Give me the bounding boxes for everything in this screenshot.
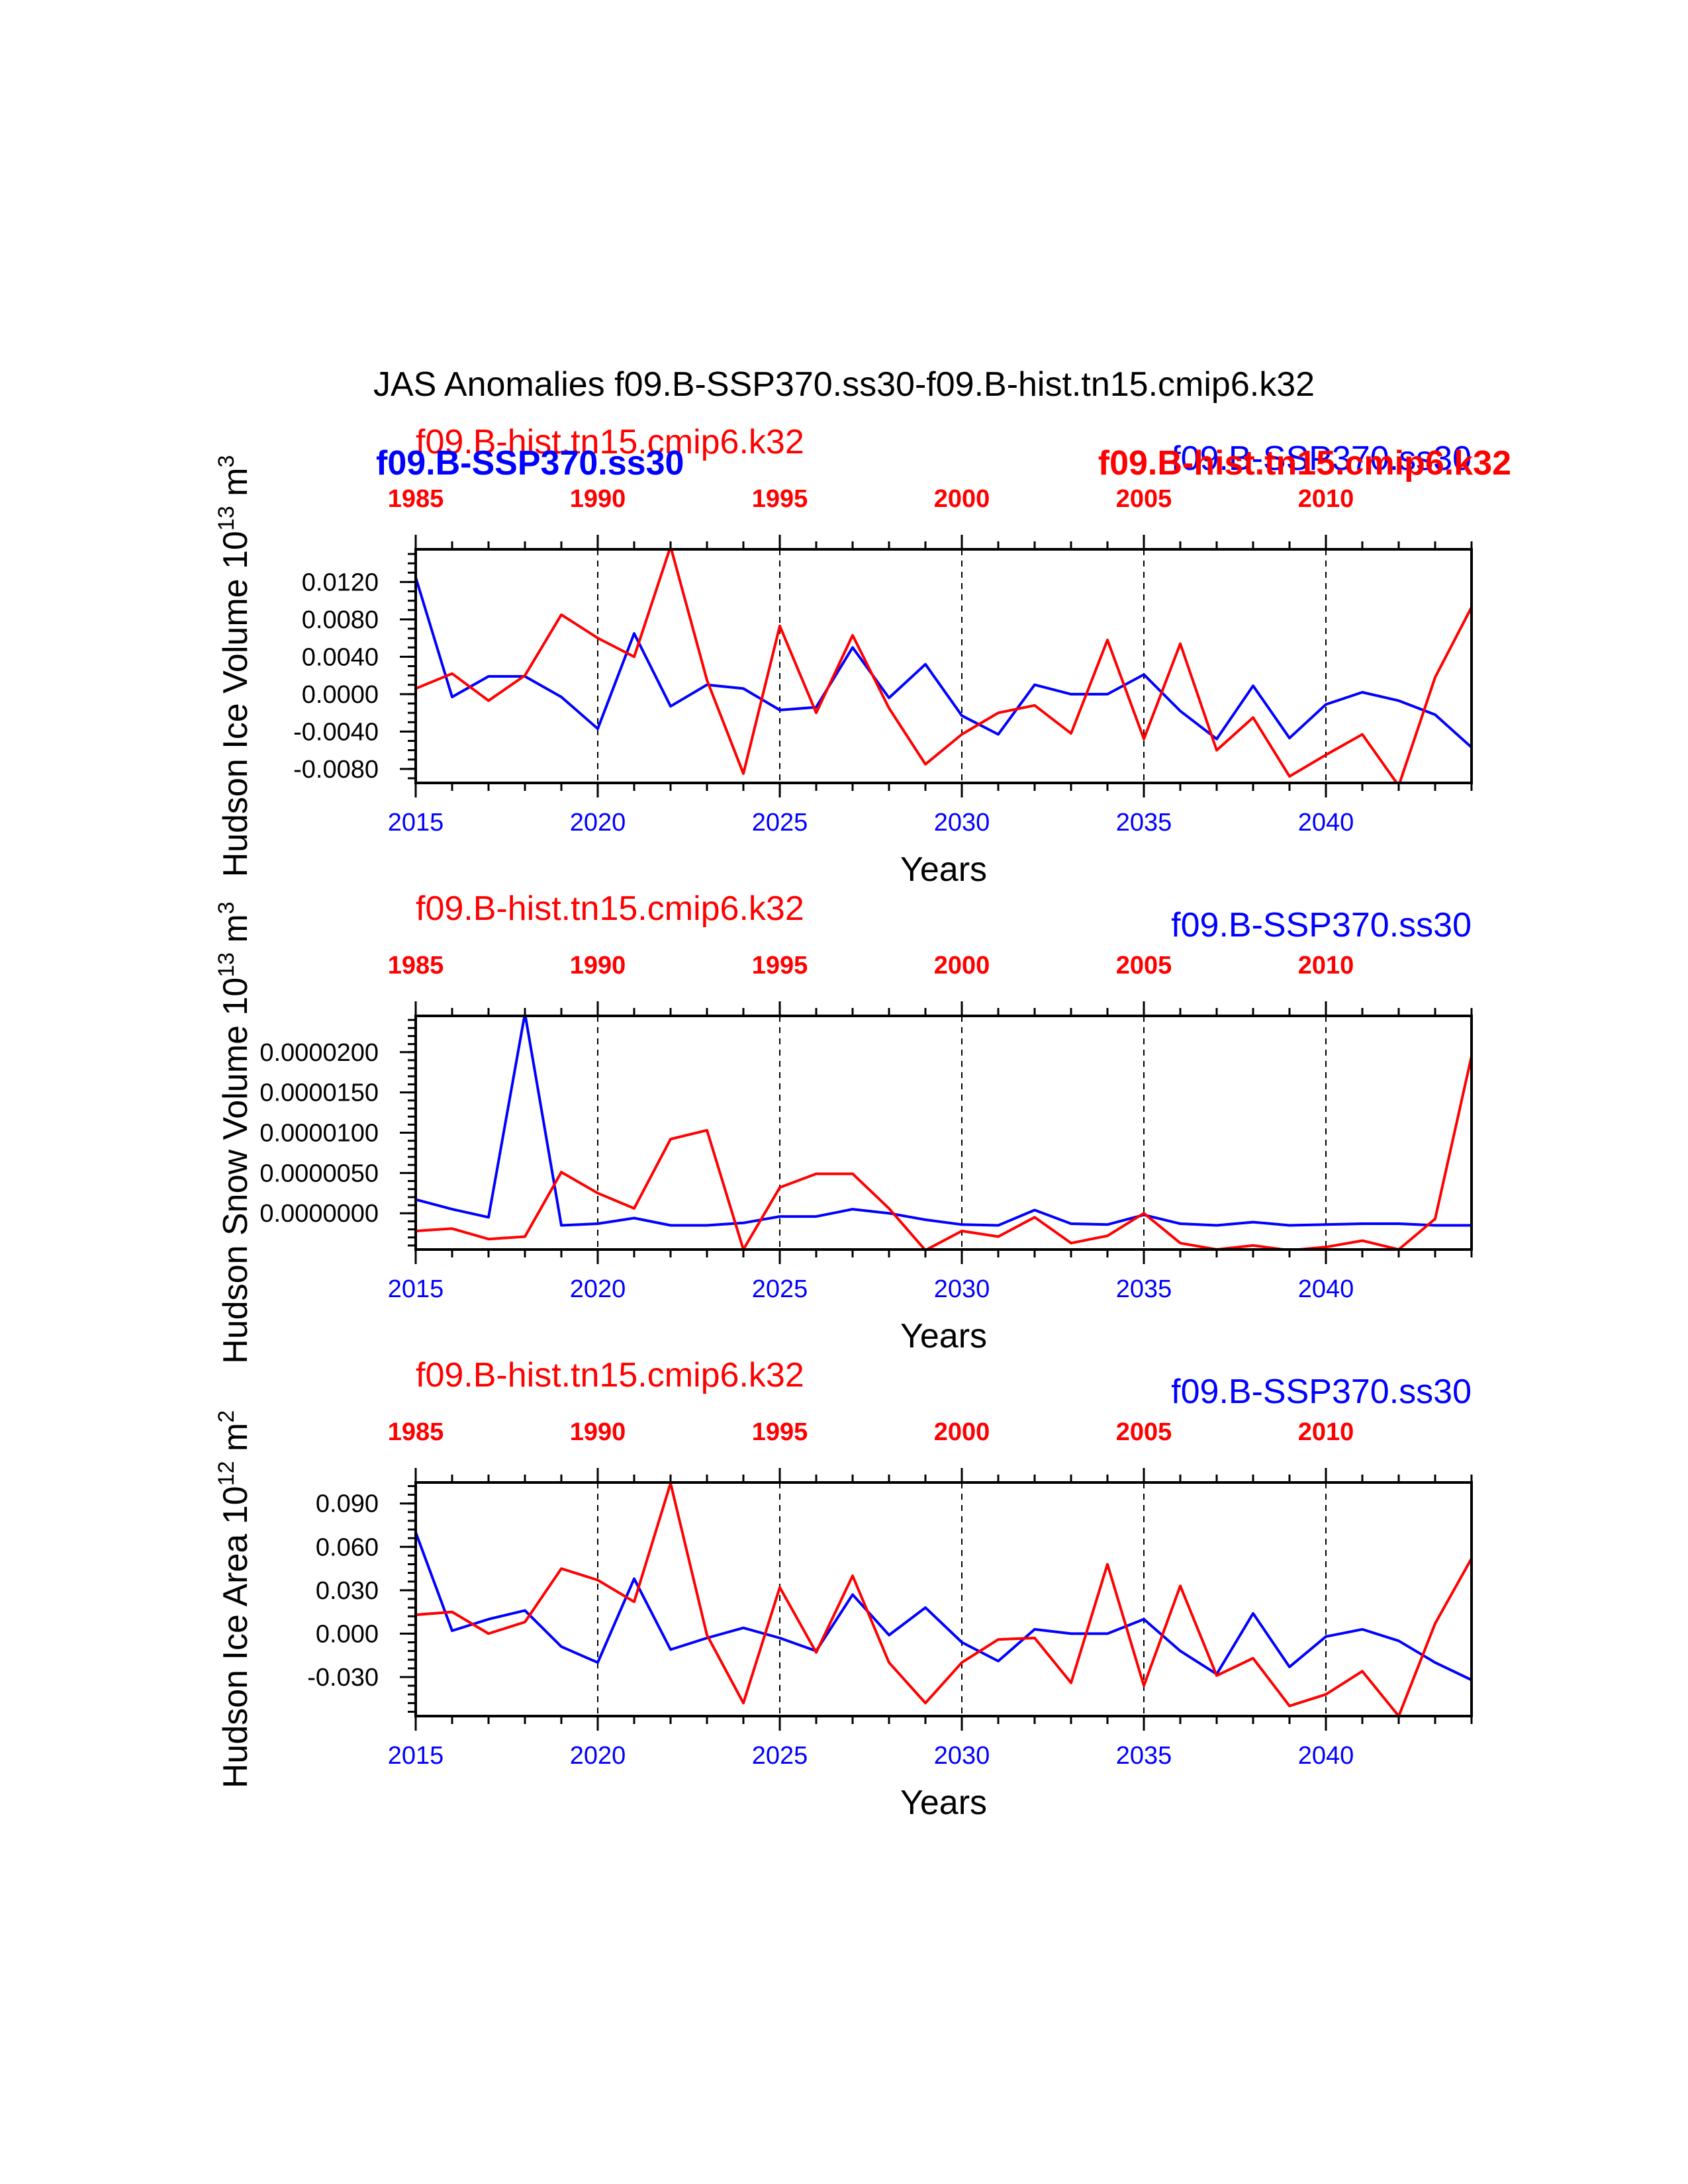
- x-tick-label: 2035: [1116, 1742, 1172, 1770]
- y-axis-label-exp: 12: [214, 1461, 239, 1486]
- y-tick-label: 0.000: [316, 1620, 379, 1648]
- x-axis-label: Years: [900, 1784, 987, 1822]
- top-tick-label: 2010: [1298, 1418, 1354, 1446]
- y-tick-label: 0.0000100: [259, 1120, 379, 1148]
- main-title: JAS Anomalies f09.B-SSP370.ss30-f09.B-hi…: [373, 365, 1315, 404]
- y-axis-label-unit-exp: 3: [214, 901, 239, 914]
- top-tick-label: 2010: [1298, 485, 1354, 513]
- series-line-ssp: [416, 1016, 1472, 1227]
- y-tick-label: 0.0120: [302, 569, 379, 596]
- x-tick-label: 2020: [570, 809, 626, 837]
- top-tick-label: 1985: [388, 485, 444, 513]
- y-tick-label: 0.0000200: [259, 1039, 379, 1067]
- x-tick-label: 2040: [1298, 809, 1354, 837]
- top-tick-label: 1990: [570, 485, 626, 513]
- x-tick-label: 2015: [388, 1742, 444, 1770]
- y-axis-label-text: Hudson Snow Volume 10: [216, 978, 255, 1364]
- y-tick-label: 0.0000050: [259, 1160, 379, 1187]
- series-line-hist: [416, 1056, 1472, 1250]
- overlay-label-hist: f09.B-hist.tn15.cmip6.k32: [1098, 444, 1511, 482]
- x-tick-label: 2020: [570, 1275, 626, 1303]
- y-axis-label-unit: m: [216, 1423, 255, 1461]
- y-axis-label-unit-exp: 3: [214, 455, 239, 468]
- panels: 2015 2020 2025 2030 2035 2040 1985 1990 1995 2000…: [214, 423, 1511, 1822]
- y-axis-label-unit: m: [216, 468, 255, 506]
- x-tick-label: 2040: [1298, 1275, 1354, 1303]
- x-tick-label: 2020: [570, 1742, 626, 1770]
- series-line-ssp: [416, 576, 1472, 749]
- x-axis-label: Years: [900, 1317, 987, 1355]
- legend-label-hist: f09.B-hist.tn15.cmip6.k32: [416, 1356, 804, 1394]
- x-tick-label: 2040: [1298, 1742, 1354, 1770]
- y-tick-label: 0.0080: [302, 606, 379, 634]
- legend-label-hist: f09.B-hist.tn15.cmip6.k32: [416, 423, 804, 461]
- series-line-hist: [416, 1482, 1472, 1716]
- top-tick-label: 1985: [388, 952, 444, 979]
- y-tick-label: -0.0080: [293, 756, 379, 784]
- y-axis-label: Hudson Snow Volume 1013 m3: [214, 901, 255, 1363]
- y-tick-label: 0.0040: [302, 643, 379, 671]
- y-axis-label-text: Hudson Ice Area 10: [216, 1486, 255, 1788]
- plot-frame: [414, 1015, 1473, 1251]
- y-axis-label-unit-exp: 2: [214, 1410, 239, 1423]
- x-tick-label: 2030: [934, 1742, 990, 1770]
- y-tick-label: 0.0000: [302, 681, 379, 709]
- y-tick-label: -0.0040: [293, 718, 379, 746]
- top-tick-label: 1990: [570, 952, 626, 979]
- x-tick-label: 2030: [934, 1275, 990, 1303]
- chart-panel-2: 2015 2020 2025 2030 2035 2040 1985 1990 1995 2000…: [214, 889, 1473, 1364]
- y-axis-label-text: Hudson Ice Volume 10: [216, 531, 255, 877]
- y-axis-label: Hudson Ice Area 1012 m2: [214, 1410, 255, 1788]
- x-tick-label: 2015: [388, 1275, 444, 1303]
- overlay-label-ssp: f09.B-SSP370.ss30: [376, 444, 684, 482]
- series-line-hist: [416, 549, 1472, 783]
- top-tick-label: 2005: [1116, 952, 1172, 979]
- legend-label-ssp: f09.B-SSP370.ss30: [1171, 439, 1472, 478]
- top-tick-label: 2005: [1116, 485, 1172, 513]
- legend-label-hist: f09.B-hist.tn15.cmip6.k32: [416, 889, 804, 928]
- y-tick-label: -0.030: [307, 1664, 379, 1692]
- x-tick-label: 2035: [1116, 1275, 1172, 1303]
- y-tick-label: 0.060: [316, 1533, 379, 1561]
- y-axis-label-exp: 13: [214, 952, 239, 978]
- y-tick-label: 0.0000000: [259, 1200, 379, 1228]
- top-tick-label: 1985: [388, 1418, 444, 1446]
- series-line-ssp: [416, 1531, 1472, 1682]
- y-tick-label: 0.0000150: [259, 1079, 379, 1107]
- x-axis-label: Years: [900, 850, 987, 889]
- chart-panel-1: 2015 2020 2025 2030 2035 2040 1985 1990 1995 2000…: [214, 423, 1511, 889]
- legend-label-ssp: f09.B-SSP370.ss30: [1171, 1373, 1472, 1411]
- y-axis-label-exp: 13: [214, 506, 239, 531]
- x-tick-label: 2025: [752, 1275, 808, 1303]
- chart-panel-3: 2015 2020 2025 2030 2035 2040 1985 1990 1995 2000…: [214, 1356, 1473, 1822]
- x-tick-label: 2030: [934, 809, 990, 837]
- top-tick-label: 1995: [752, 485, 808, 513]
- x-tick-label: 2025: [752, 809, 808, 837]
- y-tick-label: 0.090: [316, 1490, 379, 1518]
- top-tick-label: 2000: [934, 952, 990, 979]
- top-tick-label: 2005: [1116, 1418, 1172, 1446]
- y-tick-label: 0.030: [316, 1577, 379, 1605]
- x-tick-label: 2025: [752, 1742, 808, 1770]
- top-tick-label: 1995: [752, 1418, 808, 1446]
- y-axis-label: Hudson Ice Volume 1013 m3: [214, 455, 255, 878]
- top-tick-label: 2000: [934, 485, 990, 513]
- top-tick-label: 1990: [570, 1418, 626, 1446]
- top-tick-label: 1995: [752, 952, 808, 979]
- top-tick-label: 2000: [934, 1418, 990, 1446]
- legend-label-ssp: f09.B-SSP370.ss30: [1171, 906, 1472, 944]
- y-axis-label-unit: m: [216, 914, 255, 952]
- x-tick-label: 2035: [1116, 809, 1172, 837]
- top-tick-label: 2010: [1298, 952, 1354, 979]
- x-tick-label: 2015: [388, 809, 444, 837]
